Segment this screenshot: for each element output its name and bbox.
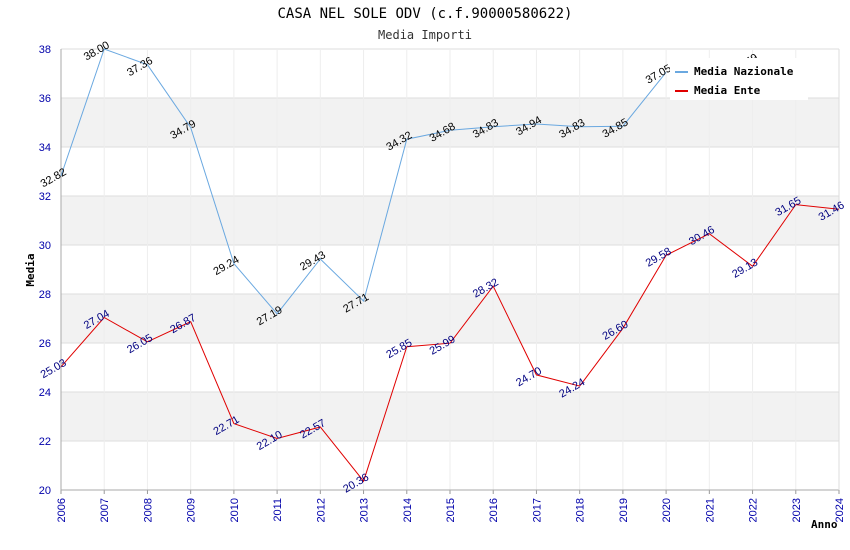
x-tick-label: 2007 bbox=[99, 498, 111, 522]
x-tick-label: 2018 bbox=[575, 498, 587, 522]
x-tick-label: 2016 bbox=[488, 498, 500, 522]
x-tick-label: 2009 bbox=[186, 498, 198, 522]
x-tick-label: 2010 bbox=[229, 498, 241, 522]
data-label-nazionale: 38.00 bbox=[82, 39, 112, 63]
x-tick-label: 2024 bbox=[834, 498, 846, 522]
legend-label-nazionale: Media Nazionale bbox=[694, 65, 794, 78]
y-tick-label: 22 bbox=[39, 436, 51, 448]
y-tick-label: 20 bbox=[39, 485, 51, 497]
chart-title: CASA NEL SOLE ODV (c.f.90000580622) bbox=[277, 6, 572, 22]
x-axis-label: Anno bbox=[811, 518, 838, 531]
x-tick-label: 2006 bbox=[56, 498, 68, 522]
data-label-ente: 20.36 bbox=[341, 471, 371, 495]
series-line-nazionale bbox=[60, 48, 667, 315]
data-label-nazionale: 29.24 bbox=[212, 254, 242, 278]
x-tick-label: 2014 bbox=[402, 498, 414, 522]
y-tick-label: 26 bbox=[39, 338, 51, 350]
axes bbox=[60, 49, 840, 494]
y-tick-label: 32 bbox=[39, 191, 51, 203]
chart-subtitle: Media Importi bbox=[378, 28, 472, 42]
x-tick-label: 2021 bbox=[704, 498, 716, 522]
x-tick-label: 2008 bbox=[142, 498, 154, 522]
x-tick-label: 2013 bbox=[359, 498, 371, 522]
y-tick-labels: 20 22 24 26 28 30 32 34 36 38 bbox=[39, 44, 51, 497]
y-tick-label: 30 bbox=[39, 240, 51, 252]
data-label-nazionale: 29.43 bbox=[298, 249, 328, 273]
legend-box bbox=[670, 58, 808, 100]
x-tick-label: 2012 bbox=[315, 498, 327, 522]
x-tick-labels: 2006 2007 2008 2009 2010 2011 2012 2013 2014 2015… bbox=[56, 498, 846, 522]
y-tick-label: 36 bbox=[39, 93, 51, 105]
series-line-ente bbox=[60, 204, 840, 483]
y-axis-label: Media bbox=[24, 253, 37, 286]
y-tick-label: 24 bbox=[39, 387, 51, 399]
y-tick-label: 34 bbox=[39, 142, 51, 154]
x-tick-label: 2011 bbox=[272, 498, 284, 522]
x-tick-label: 2019 bbox=[618, 498, 630, 522]
data-label-ente: 29.58 bbox=[644, 245, 674, 269]
x-tick-label: 2017 bbox=[531, 498, 543, 522]
legend: Media Nazionale Media Ente bbox=[670, 58, 808, 100]
legend-label-ente: Media Ente bbox=[694, 84, 761, 97]
data-label-ente: 24.70 bbox=[514, 365, 544, 389]
x-tick-label: 2015 bbox=[445, 498, 457, 522]
data-label-ente: 25.03 bbox=[39, 357, 69, 381]
data-label-nazionale: 32.82 bbox=[39, 166, 69, 190]
data-label-nazionale: 37.05 bbox=[644, 62, 674, 86]
x-tick-label: 2020 bbox=[661, 498, 673, 522]
x-tick-label: 2023 bbox=[791, 498, 803, 522]
y-tick-label: 28 bbox=[39, 289, 51, 301]
y-tick-label: 38 bbox=[39, 44, 51, 56]
series-lines bbox=[60, 48, 840, 483]
x-tick-label: 2022 bbox=[748, 498, 760, 522]
